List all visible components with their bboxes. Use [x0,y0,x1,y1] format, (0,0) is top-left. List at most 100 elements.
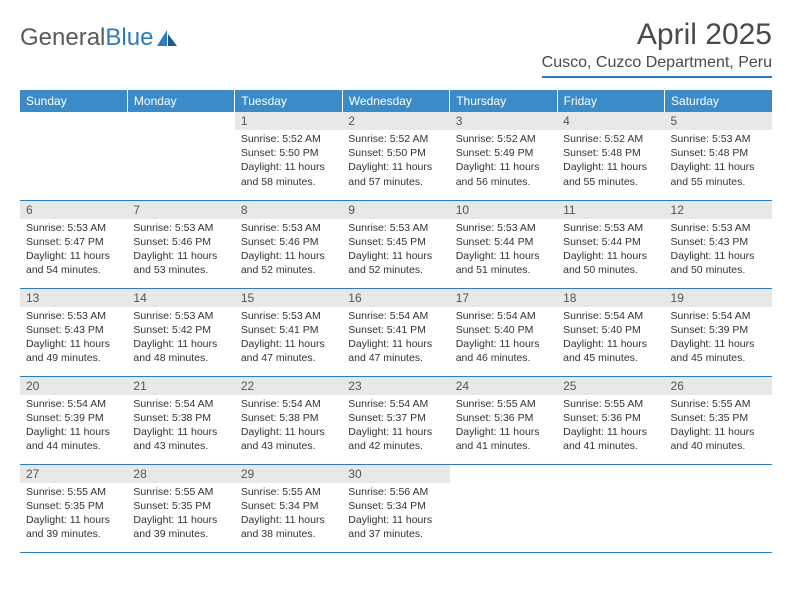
day-details: Sunrise: 5:54 AMSunset: 5:40 PMDaylight:… [450,307,557,370]
sunset-line: Sunset: 5:39 PM [26,411,121,425]
day-details: Sunrise: 5:55 AMSunset: 5:35 PMDaylight:… [20,483,127,546]
calendar-day-empty [557,464,664,552]
sunset-line: Sunset: 5:47 PM [26,235,121,249]
logo-sail-icon [156,29,178,47]
sunrise-line: Sunrise: 5:56 AM [348,485,443,499]
sunset-line: Sunset: 5:36 PM [563,411,658,425]
sunrise-line: Sunrise: 5:53 AM [133,221,228,235]
calendar-day: 28Sunrise: 5:55 AMSunset: 5:35 PMDayligh… [127,464,234,552]
day-number: 2 [342,112,449,130]
daylight-line: Daylight: 11 hours and 53 minutes. [133,249,228,277]
calendar-week: 6Sunrise: 5:53 AMSunset: 5:47 PMDaylight… [20,200,772,288]
sunrise-line: Sunrise: 5:52 AM [348,132,443,146]
daylight-line: Daylight: 11 hours and 49 minutes. [26,337,121,365]
calendar-day: 25Sunrise: 5:55 AMSunset: 5:36 PMDayligh… [557,376,664,464]
calendar-day: 12Sunrise: 5:53 AMSunset: 5:43 PMDayligh… [665,200,772,288]
calendar-day: 11Sunrise: 5:53 AMSunset: 5:44 PMDayligh… [557,200,664,288]
daylight-line: Daylight: 11 hours and 41 minutes. [563,425,658,453]
calendar-day: 1Sunrise: 5:52 AMSunset: 5:50 PMDaylight… [235,112,342,200]
day-details: Sunrise: 5:53 AMSunset: 5:46 PMDaylight:… [235,219,342,282]
day-details: Sunrise: 5:52 AMSunset: 5:50 PMDaylight:… [342,130,449,193]
daylight-line: Daylight: 11 hours and 43 minutes. [241,425,336,453]
sunrise-line: Sunrise: 5:52 AM [563,132,658,146]
day-number: 7 [127,201,234,219]
weekday-header: Thursday [450,90,557,112]
day-details: Sunrise: 5:54 AMSunset: 5:38 PMDaylight:… [127,395,234,458]
location-text: Cusco, Cuzco Department, Peru [542,54,772,78]
sunset-line: Sunset: 5:44 PM [456,235,551,249]
sunset-line: Sunset: 5:40 PM [456,323,551,337]
sunrise-line: Sunrise: 5:52 AM [241,132,336,146]
day-number: 23 [342,377,449,395]
calendar-day: 5Sunrise: 5:53 AMSunset: 5:48 PMDaylight… [665,112,772,200]
daylight-line: Daylight: 11 hours and 42 minutes. [348,425,443,453]
calendar-day: 2Sunrise: 5:52 AMSunset: 5:50 PMDaylight… [342,112,449,200]
calendar-day: 27Sunrise: 5:55 AMSunset: 5:35 PMDayligh… [20,464,127,552]
calendar-week: 20Sunrise: 5:54 AMSunset: 5:39 PMDayligh… [20,376,772,464]
calendar-day: 13Sunrise: 5:53 AMSunset: 5:43 PMDayligh… [20,288,127,376]
day-details: Sunrise: 5:53 AMSunset: 5:45 PMDaylight:… [342,219,449,282]
calendar-week: 13Sunrise: 5:53 AMSunset: 5:43 PMDayligh… [20,288,772,376]
sunset-line: Sunset: 5:48 PM [671,146,766,160]
daylight-line: Daylight: 11 hours and 39 minutes. [133,513,228,541]
daylight-line: Daylight: 11 hours and 58 minutes. [241,160,336,188]
sunrise-line: Sunrise: 5:55 AM [671,397,766,411]
sunrise-line: Sunrise: 5:53 AM [241,221,336,235]
day-details: Sunrise: 5:54 AMSunset: 5:39 PMDaylight:… [665,307,772,370]
day-details: Sunrise: 5:54 AMSunset: 5:39 PMDaylight:… [20,395,127,458]
sunset-line: Sunset: 5:45 PM [348,235,443,249]
daylight-line: Daylight: 11 hours and 51 minutes. [456,249,551,277]
day-number: 15 [235,289,342,307]
day-details: Sunrise: 5:52 AMSunset: 5:48 PMDaylight:… [557,130,664,193]
sunset-line: Sunset: 5:46 PM [133,235,228,249]
daylight-line: Daylight: 11 hours and 46 minutes. [456,337,551,365]
day-number: 20 [20,377,127,395]
sunrise-line: Sunrise: 5:55 AM [26,485,121,499]
logo: GeneralBlue [20,24,178,52]
sunrise-line: Sunrise: 5:54 AM [241,397,336,411]
calendar-day: 29Sunrise: 5:55 AMSunset: 5:34 PMDayligh… [235,464,342,552]
day-number: 11 [557,201,664,219]
day-details: Sunrise: 5:55 AMSunset: 5:36 PMDaylight:… [557,395,664,458]
sunset-line: Sunset: 5:43 PM [671,235,766,249]
weekday-header: Wednesday [342,90,449,112]
day-number: 29 [235,465,342,483]
calendar-day-empty [20,112,127,200]
daylight-line: Daylight: 11 hours and 47 minutes. [241,337,336,365]
calendar-day: 9Sunrise: 5:53 AMSunset: 5:45 PMDaylight… [342,200,449,288]
sunrise-line: Sunrise: 5:53 AM [348,221,443,235]
day-number: 5 [665,112,772,130]
sunrise-line: Sunrise: 5:53 AM [26,221,121,235]
sunset-line: Sunset: 5:40 PM [563,323,658,337]
sunset-line: Sunset: 5:37 PM [348,411,443,425]
daylight-line: Daylight: 11 hours and 54 minutes. [26,249,121,277]
sunrise-line: Sunrise: 5:54 AM [563,309,658,323]
calendar-day: 26Sunrise: 5:55 AMSunset: 5:35 PMDayligh… [665,376,772,464]
sunset-line: Sunset: 5:34 PM [348,499,443,513]
sunrise-line: Sunrise: 5:55 AM [133,485,228,499]
sunset-line: Sunset: 5:35 PM [671,411,766,425]
sunrise-line: Sunrise: 5:53 AM [133,309,228,323]
calendar-day: 4Sunrise: 5:52 AMSunset: 5:48 PMDaylight… [557,112,664,200]
calendar-day: 30Sunrise: 5:56 AMSunset: 5:34 PMDayligh… [342,464,449,552]
sunrise-line: Sunrise: 5:54 AM [26,397,121,411]
daylight-line: Daylight: 11 hours and 45 minutes. [671,337,766,365]
sunset-line: Sunset: 5:38 PM [133,411,228,425]
day-details: Sunrise: 5:53 AMSunset: 5:43 PMDaylight:… [20,307,127,370]
day-details: Sunrise: 5:55 AMSunset: 5:36 PMDaylight:… [450,395,557,458]
sunset-line: Sunset: 5:49 PM [456,146,551,160]
day-number: 24 [450,377,557,395]
day-number: 28 [127,465,234,483]
header-row: GeneralBlue April 2025 Cusco, Cuzco Depa… [20,18,772,78]
day-details: Sunrise: 5:52 AMSunset: 5:49 PMDaylight:… [450,130,557,193]
day-number: 4 [557,112,664,130]
day-details: Sunrise: 5:56 AMSunset: 5:34 PMDaylight:… [342,483,449,546]
daylight-line: Daylight: 11 hours and 39 minutes. [26,513,121,541]
day-number: 6 [20,201,127,219]
calendar-day: 8Sunrise: 5:53 AMSunset: 5:46 PMDaylight… [235,200,342,288]
day-details: Sunrise: 5:53 AMSunset: 5:41 PMDaylight:… [235,307,342,370]
calendar-day: 23Sunrise: 5:54 AMSunset: 5:37 PMDayligh… [342,376,449,464]
calendar-day-empty [127,112,234,200]
day-details: Sunrise: 5:53 AMSunset: 5:44 PMDaylight:… [450,219,557,282]
day-number: 12 [665,201,772,219]
